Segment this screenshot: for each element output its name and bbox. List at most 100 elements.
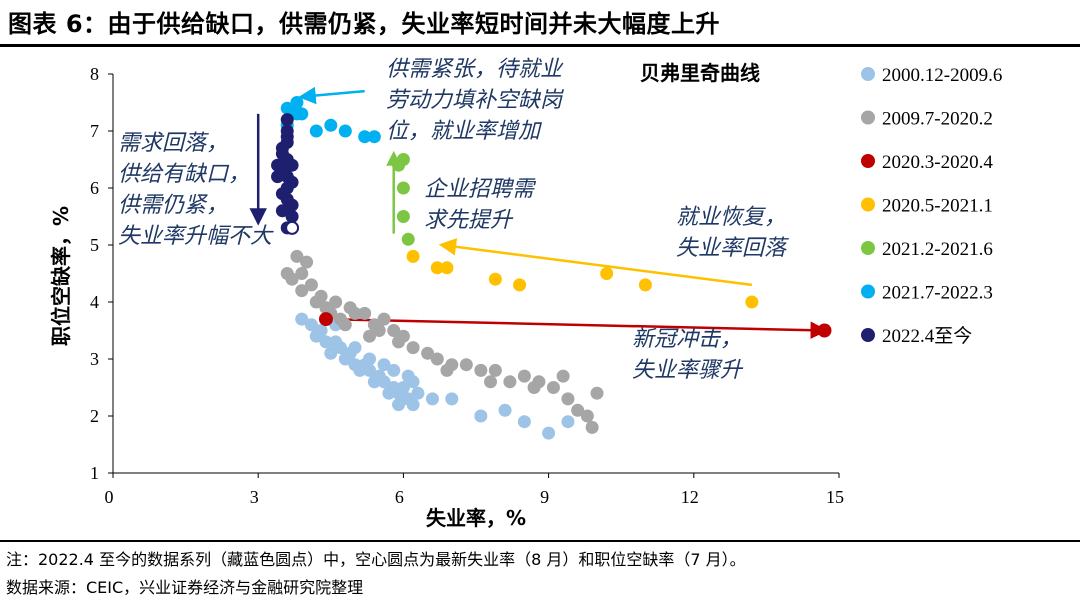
annotation-line: 供给有缺口， (118, 162, 250, 187)
data-point (430, 352, 444, 366)
y-tick-label: 5 (90, 235, 99, 255)
data-point (363, 363, 377, 377)
data-point (425, 392, 439, 406)
legend-label: 2022.4至今 (882, 325, 972, 347)
x-tick-label: 0 (105, 487, 114, 507)
data-point (638, 278, 652, 292)
annotation-line: 需求回落， (118, 131, 228, 156)
data-point (353, 363, 367, 377)
data-point (542, 426, 556, 440)
data-point (280, 101, 294, 115)
legend: 2000.12-2009.6 2009.7-2020.2 2020.3-2020.4… (861, 65, 1002, 347)
data-point (396, 210, 410, 223)
data-point (445, 392, 459, 406)
y-tick-label: 3 (90, 349, 99, 369)
data-point (367, 130, 381, 144)
data-point (324, 346, 338, 360)
annotation-text: 供需紧张，待就业劳动力填补空缺岗位，就业率增加 (386, 57, 564, 144)
data-point (430, 261, 444, 275)
data-point (377, 312, 391, 326)
data-point (600, 267, 614, 280)
footnote: 注：2022.4 至今的数据系列（藏蓝色圆点）中，空心圆点为最新失业率（8 月）… (6, 550, 746, 569)
trend-arrow (298, 86, 365, 105)
data-point (280, 113, 294, 127)
data-point (309, 124, 323, 138)
data-point (333, 341, 347, 355)
legend-marker (861, 241, 875, 255)
y-tick-label: 8 (90, 64, 99, 84)
annotation-line: 失业率骤升 (632, 358, 744, 383)
data-point (459, 358, 473, 372)
data-point (358, 306, 372, 320)
data-point (372, 324, 386, 337)
legend-marker (861, 110, 875, 125)
data-point (440, 261, 454, 275)
data-point (488, 363, 502, 377)
x-tick-label: 6 (395, 487, 404, 507)
data-point (561, 415, 575, 429)
data-point (338, 124, 352, 138)
legend-marker (861, 154, 875, 168)
data-point (503, 375, 517, 389)
data-point (406, 341, 420, 355)
annotation-line: 位，就业率增加 (386, 119, 543, 144)
data-point (304, 318, 318, 332)
data-point (348, 341, 362, 355)
data-point (363, 329, 377, 343)
legend-marker (861, 284, 875, 299)
data-point (290, 249, 304, 263)
data-point (392, 398, 406, 412)
data-point (401, 232, 415, 246)
data-point (571, 403, 585, 417)
data-point (318, 312, 333, 327)
data-points (271, 96, 832, 440)
data-point (440, 363, 454, 377)
data-point (319, 335, 333, 349)
data-point (275, 141, 289, 155)
data-point (304, 278, 318, 292)
annotation-text: 就业恢复， 失业率回落 (676, 205, 789, 261)
x-tick-label: 3 (250, 487, 259, 507)
annotations: 供需紧张，待就业劳动力填补空缺岗位，就业率增加需求回落，供给有缺口，供需仍紧，失… (118, 57, 789, 383)
legend-marker (861, 328, 875, 342)
trend-arrow (438, 238, 753, 287)
annotation-line: 企业招聘需 (424, 177, 537, 202)
data-point (285, 272, 299, 286)
latest-data-point (285, 220, 300, 235)
x-tick-label: 9 (540, 487, 549, 507)
data-point (309, 329, 323, 343)
data-point (367, 375, 381, 389)
chart-title: 贝弗里奇曲线 (640, 61, 760, 85)
data-point (285, 158, 299, 172)
y-tick-label: 1 (90, 463, 99, 483)
data-point (401, 369, 415, 383)
data-point (358, 130, 372, 144)
legend-label: 2009.7-2020.2 (882, 109, 993, 130)
annotation-line: 就业恢复， (676, 205, 786, 230)
data-point (271, 170, 285, 184)
data-point (314, 289, 328, 303)
data-point (295, 284, 309, 298)
data-point (285, 198, 299, 212)
data-point (377, 375, 391, 389)
annotation-line: 新冠冲击， (632, 327, 742, 352)
data-point (396, 153, 410, 166)
data-point (406, 398, 420, 412)
annotation-line: 供需紧张，待就业 (386, 57, 564, 82)
data-point (517, 415, 531, 429)
annotation-line: 求先提升 (424, 208, 514, 233)
legend-label: 2021.7-2022.3 (882, 283, 993, 304)
data-point (338, 318, 352, 332)
data-point (295, 267, 309, 280)
title-divider (0, 44, 1080, 47)
annotation-line: 失业率回落 (676, 236, 789, 261)
data-point (382, 386, 396, 400)
data-point (488, 272, 502, 286)
annotation-text: 新冠冲击， 失业率骤升 (632, 327, 744, 383)
footer-divider (0, 540, 1080, 542)
data-point (290, 107, 304, 121)
data-point (348, 306, 362, 320)
annotation-text: 需求回落， 供给有缺口， 供需仍紧， 失业率升幅不大 (118, 131, 274, 249)
